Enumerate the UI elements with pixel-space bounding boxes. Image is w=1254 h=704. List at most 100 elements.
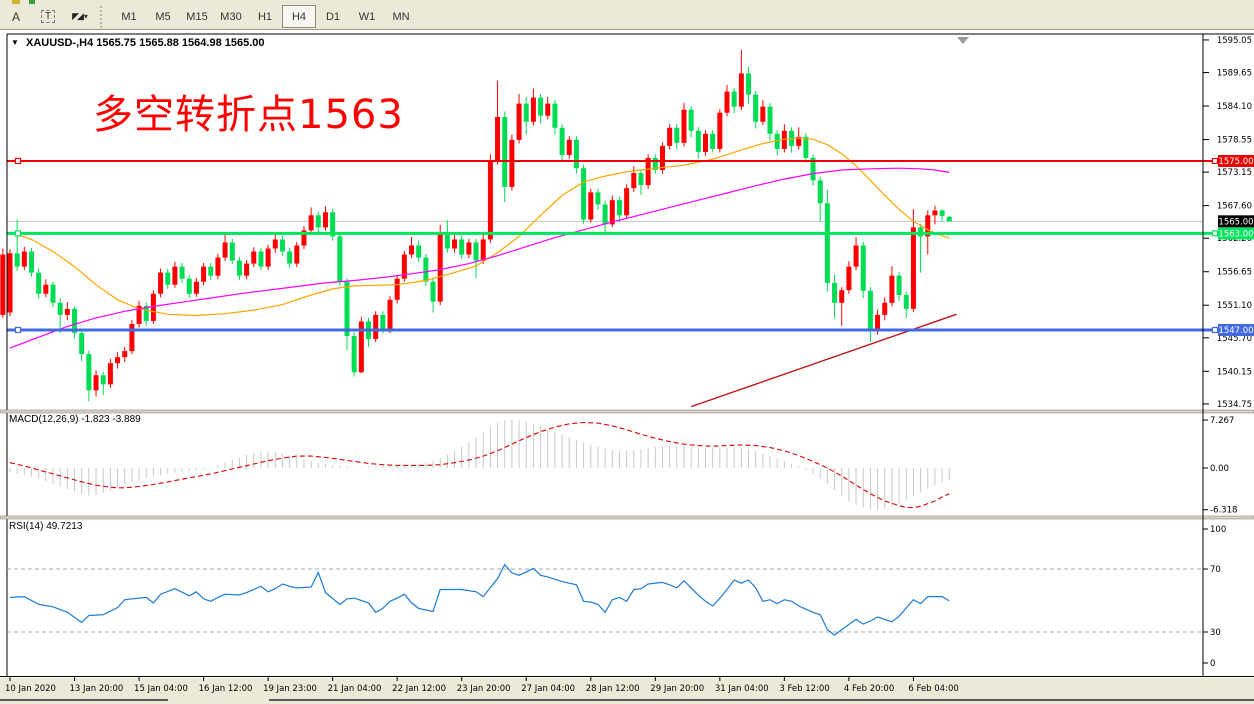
- candle-down-body: [867, 290, 873, 330]
- rsi-pane-label: RSI(14) 49.7213: [9, 521, 82, 532]
- candle-up-body: [222, 242, 228, 258]
- candle-up-body: [853, 245, 859, 267]
- price-axis-label: 1551.10: [1217, 301, 1252, 311]
- candle-down-body: [502, 116, 508, 187]
- date-label: 6 Feb 04:00: [908, 684, 958, 694]
- candle-up-body: [150, 293, 156, 321]
- candle-down-body: [344, 281, 350, 337]
- chart-annotation[interactable]: 多空转折点1563: [93, 92, 404, 138]
- hline-handle[interactable]: [1211, 326, 1219, 334]
- candle-down-body: [946, 216, 952, 222]
- hline-handle[interactable]: [14, 230, 22, 237]
- candle-down-body: [208, 266, 214, 276]
- timeframe-m15-button[interactable]: M15: [186, 10, 208, 23]
- date-label: 13 Jan 20:00: [70, 684, 124, 694]
- candle-down-body: [810, 157, 816, 181]
- hline-handle[interactable]: [14, 157, 22, 165]
- price-axis-label: 1578.55: [1217, 136, 1252, 146]
- candle-down-body: [552, 103, 558, 128]
- date-label: 4 Feb 20:00: [844, 684, 894, 694]
- timeframe-h1-button[interactable]: H1: [257, 10, 273, 23]
- clipped-toolbar-row: [0, 0, 1254, 4]
- candle-up-body: [265, 248, 271, 267]
- candle-up-body: [717, 112, 723, 149]
- hline-handle[interactable]: [14, 326, 22, 334]
- price-axis-label: 1595.05: [1217, 36, 1252, 46]
- candle-up-body: [394, 278, 400, 300]
- macd-axis-label: -6.318: [1210, 506, 1237, 516]
- macd-indicator-name: MACD(12,26,9): [9, 414, 79, 425]
- text-tool-button[interactable]: A: [1, 5, 31, 28]
- timeframe-m1-button[interactable]: M1: [121, 10, 137, 23]
- chart-ohlc-values: 1565.75 1565.88 1564.98 1565.00: [96, 37, 265, 49]
- price-axis-label: 1573.15: [1217, 168, 1252, 178]
- candle-down-body: [688, 109, 694, 131]
- candle-up-body: [624, 188, 630, 216]
- candle-up-body: [932, 210, 938, 216]
- timeframe-mn-button[interactable]: MN: [392, 10, 410, 23]
- candle-up-body: [115, 357, 121, 364]
- timeframe-h4-button[interactable]: H4: [282, 5, 316, 28]
- pane-separator[interactable]: [0, 409, 1254, 414]
- candle-down-body: [538, 97, 544, 116]
- candle-down-body: [351, 336, 357, 373]
- timeframe-m30-button[interactable]: M30: [220, 10, 242, 23]
- candle-up-body: [373, 314, 379, 340]
- price-badge: [1218, 215, 1254, 228]
- rsi-axis-label: 70: [1210, 565, 1221, 575]
- price-axis-label: 1540.15: [1217, 367, 1252, 377]
- timeframe-w1-button[interactable]: W1: [358, 10, 376, 23]
- candle-down-body: [803, 136, 809, 158]
- candle-up-body: [667, 127, 673, 146]
- candle-up-body: [516, 103, 522, 140]
- price-badge-label: 1563.00: [1218, 230, 1253, 240]
- rsi-indicator-name: RSI(14): [9, 521, 44, 532]
- pane-separator[interactable]: [0, 515, 1254, 520]
- label-tool-button[interactable]: T: [33, 5, 63, 28]
- hline-handle[interactable]: [1211, 157, 1219, 165]
- candle-down-body: [896, 275, 902, 295]
- candle-up-body: [466, 242, 472, 255]
- candle-down-body: [279, 239, 285, 252]
- candle-up-body: [64, 308, 70, 315]
- price-badge-label: 1547.00: [1218, 326, 1253, 336]
- candle-down-body: [29, 251, 35, 273]
- candle-down-body: [100, 375, 106, 385]
- hline-handle[interactable]: [1211, 230, 1219, 237]
- candle-up-body: [409, 245, 415, 255]
- candle-down-body: [36, 272, 42, 294]
- chart-dropdown-icon[interactable]: ▼: [11, 38, 19, 47]
- candle-down-body: [918, 227, 924, 237]
- chart-shift-icon[interactable]: [957, 37, 969, 44]
- candle-up-body: [122, 351, 128, 358]
- candle-down-body: [287, 251, 293, 264]
- timeframe-m5-button[interactable]: M5: [155, 10, 171, 23]
- candle-up-body: [452, 239, 458, 249]
- candle-up-body: [387, 299, 393, 330]
- candle-up-body: [129, 323, 135, 352]
- candle-down-body: [774, 133, 780, 149]
- arrows-tool-button[interactable]: ◤◢ ▾: [65, 5, 95, 28]
- candle-up-body: [301, 230, 307, 246]
- date-label: 31 Jan 04:00: [715, 684, 769, 694]
- candle-down-body: [330, 212, 336, 237]
- candle-up-body: [530, 97, 536, 122]
- candle-up-body: [545, 103, 551, 116]
- candle-up-body: [910, 227, 916, 309]
- rsi-indicator-value: 49.7213: [46, 521, 83, 532]
- toolbar-separator: [100, 5, 108, 28]
- candle-up-body: [201, 266, 207, 282]
- candle-down-body: [616, 200, 622, 216]
- timeframe-d1-button[interactable]: D1: [325, 10, 341, 23]
- clipped-icon: [29, 0, 35, 4]
- price-badge: [1218, 154, 1254, 167]
- candle-down-body: [337, 236, 343, 282]
- candle-down-body: [731, 91, 737, 107]
- date-label: 23 Jan 20:00: [457, 684, 511, 694]
- arrows-icon: ◤◢: [72, 11, 84, 21]
- candle-down-body: [581, 168, 587, 220]
- candle-down-body: [939, 210, 945, 216]
- price-axis-label: 1545.70: [1217, 334, 1252, 344]
